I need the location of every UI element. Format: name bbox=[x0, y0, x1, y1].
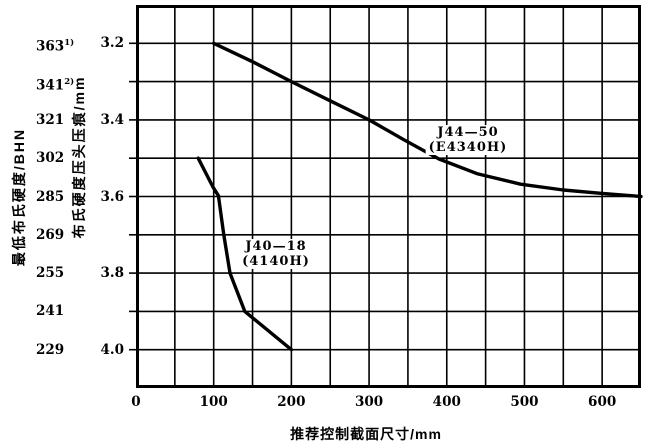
bhn-tick-label: 302 bbox=[36, 150, 65, 167]
grid-and-curves-canvas bbox=[129, 5, 643, 388]
curve-name: J44—50 bbox=[437, 125, 499, 140]
x-axis-title: 推荐控制截面尺寸/mm bbox=[290, 426, 442, 442]
bhn-tick-label: 285 bbox=[36, 188, 65, 205]
mm-tick-label: 3.8 bbox=[100, 265, 125, 282]
bhn-tick-label: 269 bbox=[36, 226, 65, 243]
footnote-marker: 2) bbox=[64, 76, 75, 87]
x-tick-label: 400 bbox=[432, 394, 461, 410]
x-tick-label: 100 bbox=[199, 394, 228, 410]
curve-label-j40-18: J40—18 (4140H) bbox=[239, 239, 313, 269]
curve-label-j44-50: J44—50 (E4340H) bbox=[425, 125, 511, 155]
x-tick-label: 500 bbox=[510, 394, 539, 410]
curve-series-0 bbox=[211, 41, 643, 199]
x-tick-label: 300 bbox=[354, 394, 384, 410]
bhn-tick-label: 229 bbox=[36, 341, 65, 358]
mm-tick-label: 3.4 bbox=[100, 111, 125, 128]
bhn-tick-label: 241 bbox=[36, 303, 65, 320]
x-tick-label: 200 bbox=[277, 394, 306, 410]
footnote-marker: 1) bbox=[64, 38, 75, 49]
mm-tick-label: 4.0 bbox=[100, 341, 125, 358]
curve-series-1 bbox=[196, 156, 294, 352]
bhn-tick-label: 3412) bbox=[36, 76, 75, 94]
plot-area bbox=[129, 5, 643, 388]
mm-tick-label: 3.2 bbox=[100, 35, 125, 52]
x-tick-label: 0 bbox=[131, 394, 141, 410]
curve-subname: (4140H) bbox=[242, 254, 310, 269]
y-axis-label-min-brinell-bhn: 最低布氏硬度/BHN bbox=[11, 127, 27, 267]
bhn-tick-label: 321 bbox=[36, 111, 65, 128]
curve-name: J40—18 bbox=[245, 239, 307, 254]
bhn-tick-label: 3631) bbox=[36, 38, 75, 55]
x-tick-label: 600 bbox=[588, 394, 617, 410]
bhn-tick-label: 255 bbox=[36, 265, 65, 282]
mm-tick-label: 3.6 bbox=[100, 188, 125, 205]
curve-subname: (E4340H) bbox=[428, 140, 508, 155]
